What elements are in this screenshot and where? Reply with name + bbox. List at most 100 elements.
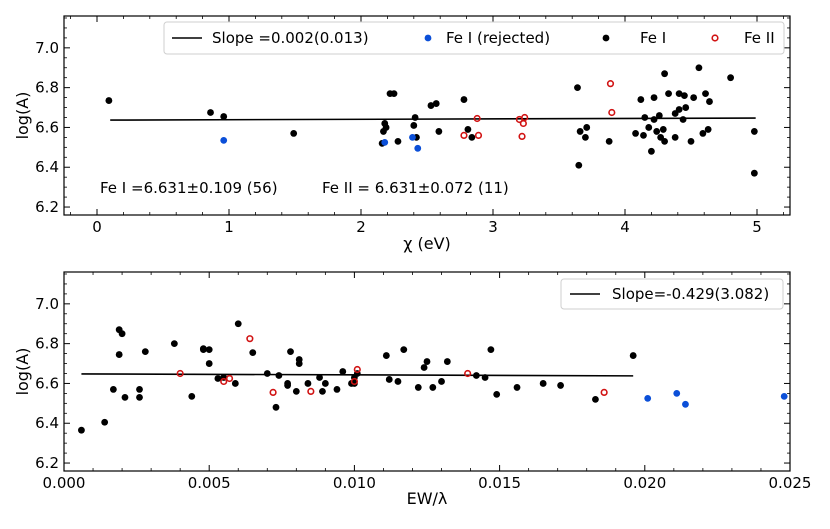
fe1-point [681, 92, 688, 99]
fe1-point [576, 128, 584, 135]
fe1-point [304, 380, 312, 387]
fe1-point [423, 358, 431, 365]
fe1-point [481, 374, 489, 381]
fe1-point [382, 124, 390, 131]
fe1-point [394, 137, 402, 145]
fe1-point [640, 132, 647, 139]
fe1-point [650, 116, 658, 123]
fe1-point [443, 358, 451, 365]
x-tick-label: 2 [356, 218, 366, 236]
fe1-point [390, 90, 398, 98]
fe1-point [290, 130, 298, 137]
fe1-point [557, 382, 564, 389]
top-y-axis-label: log(A) [13, 92, 32, 140]
fe1-point [321, 380, 329, 387]
top-panel: 0 1 2 3 4 5 6.2 6.4 6.6 6.8 7.0 χ (eV) log(A) Fe I =6… [13, 15, 791, 253]
fe1-point [234, 320, 242, 328]
fe1-point [284, 382, 292, 389]
fe1-point [136, 393, 143, 401]
fe1-point [574, 84, 581, 92]
y-tick-label: 6.4 [35, 414, 59, 432]
x-tick-label: 0.005 [188, 474, 231, 492]
fe1-point [665, 90, 672, 98]
fe1-point [575, 161, 583, 169]
fe1-point [661, 137, 668, 145]
fe2-point [246, 335, 254, 343]
fe1-point [539, 380, 547, 387]
fe1-point [207, 109, 214, 116]
y-tick-label: 7.0 [35, 295, 59, 313]
x-tick-label: 3 [488, 218, 498, 236]
fe2-point [474, 131, 483, 139]
fe1-point [316, 374, 323, 381]
fe1-point [272, 403, 280, 411]
legend-box [560, 278, 784, 310]
fe1-point [105, 97, 113, 104]
fe1-rejected-point [381, 138, 389, 146]
bottom-panel: 0.000 0.005 0.010 0.015 0.020 0.025 6.2 6.4 6.6 6… [13, 271, 811, 508]
fe1-point [513, 384, 521, 391]
fe1-point [295, 360, 303, 367]
fe2-point [220, 377, 228, 386]
x-tick-label: 0.015 [478, 474, 521, 492]
fe1-rejected-point [644, 394, 652, 402]
fe1-point [432, 100, 440, 107]
fe1-point [750, 169, 758, 177]
fe1-point [400, 346, 408, 354]
y-tick-label: 6.8 [35, 79, 59, 97]
fe1-point [671, 133, 679, 141]
fe2-point [521, 113, 529, 122]
stat-annotation: Fe I =6.631±0.109 (56) [100, 179, 278, 197]
fe1-point [231, 380, 239, 387]
fe1-point [687, 137, 695, 145]
x-tick-label: 0 [92, 218, 102, 236]
fe1-point [690, 94, 698, 101]
fe2-point [350, 377, 359, 386]
fe1-point [287, 348, 294, 355]
fe1-point [214, 375, 222, 382]
legend-label: Fe I [640, 29, 666, 47]
fe1-point [583, 124, 591, 131]
x-tick-label: 5 [752, 218, 762, 236]
fe2-point [269, 388, 277, 396]
fe1-point [659, 126, 667, 133]
fe1-point [411, 114, 419, 121]
fe1-point [101, 418, 109, 426]
fe1-point [460, 96, 468, 103]
fe1-point [170, 340, 178, 348]
fe1-point [655, 112, 663, 119]
fe1-point [319, 388, 326, 395]
y-tick-label: 6.6 [35, 374, 59, 392]
fe1-point [648, 147, 655, 155]
legend-label: Fe I (rejected) [446, 29, 550, 47]
fe1-point [641, 114, 649, 121]
fe2-point [460, 131, 468, 139]
fe1-point [629, 352, 637, 359]
fe1-point [420, 364, 428, 371]
fe1-point [582, 133, 589, 141]
fe1-point [429, 384, 437, 391]
top-x-axis-label: χ (eV) [403, 234, 451, 253]
bottom-y-axis-label: log(A) [13, 348, 32, 396]
x-tick-label: 0.000 [43, 474, 86, 492]
fe1-point [750, 128, 758, 135]
y-tick-label: 7.0 [35, 39, 59, 57]
y-tick-label: 6.4 [35, 158, 59, 176]
legend-rejected-swatch [424, 34, 432, 42]
x-tick-label: 0.010 [333, 474, 376, 492]
bottom-plot-frame [63, 271, 791, 472]
fe1-point [637, 96, 645, 103]
fe1-point [706, 98, 713, 105]
fe1-point [188, 392, 196, 400]
fe2-point [600, 388, 608, 396]
fe1-point [679, 116, 687, 123]
fe2-point [518, 132, 526, 140]
legend-label: Slope=-0.429(3.082) [612, 285, 769, 303]
fe2-point [353, 365, 361, 374]
fe1-point [435, 128, 443, 135]
x-tick-label: 0.020 [623, 474, 666, 492]
fe1-point [414, 384, 422, 391]
fe1-point [661, 70, 668, 78]
fe1-point [263, 370, 271, 377]
